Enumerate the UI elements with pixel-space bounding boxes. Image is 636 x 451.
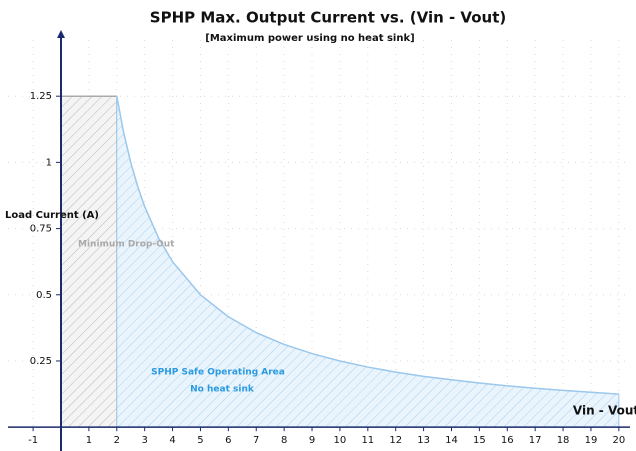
x-tick-label: 10 <box>334 435 347 446</box>
x-tick-label: 7 <box>253 435 259 446</box>
x-tick-label: 9 <box>309 435 315 446</box>
x-tick-label: 15 <box>473 435 486 446</box>
x-tick-label: 12 <box>389 435 402 446</box>
x-tick-label: 14 <box>445 435 458 446</box>
area-edge <box>116 96 619 395</box>
x-tick-label: -1 <box>28 435 38 446</box>
y-axis-arrow <box>56 30 65 38</box>
chart-subtitle: [Maximum power using no heat sink] <box>205 33 414 44</box>
x-tick-label: 20 <box>612 435 625 446</box>
chart-title: SPHP Max. Output Current vs. (Vin - Vout… <box>150 9 506 27</box>
x-tick-label: 4 <box>169 435 175 446</box>
x-tick-label: 2 <box>114 435 120 446</box>
x-tick-label: 5 <box>197 435 203 446</box>
x-tick-label: 8 <box>281 435 287 446</box>
y-axis-label: Load Current (A) <box>5 210 99 221</box>
y-tick-label: 0.5 <box>36 290 52 301</box>
x-tick-label: 13 <box>417 435 430 446</box>
annotation: No heat sink <box>190 385 255 395</box>
x-tick-label: 16 <box>501 435 514 446</box>
x-tick-label: 6 <box>225 435 231 446</box>
plot: -1 1 2 3 4 5 6 7 8 9 10 11 12 13 14 15 16 17 18 19 200.250.5… <box>8 30 630 451</box>
x-axis-label: Vin - Vout <box>573 404 636 418</box>
x-tick-label: 19 <box>585 435 598 446</box>
x-tick-label: 17 <box>529 435 542 446</box>
annotation: SPHP Safe Operating Area <box>151 368 285 378</box>
y-tick-label: 1 <box>46 157 52 168</box>
x-tick-label: 3 <box>141 435 147 446</box>
annotation: Minimum Drop-Out <box>78 240 175 250</box>
y-tick-label: 0.75 <box>30 224 52 235</box>
y-tick-label: 1.25 <box>30 91 52 102</box>
area <box>60 95 118 428</box>
x-tick-label: 11 <box>361 435 374 446</box>
x-tick-label: 1 <box>86 435 92 446</box>
x-tick-label: 18 <box>557 435 570 446</box>
y-tick-label: 0.25 <box>30 356 52 367</box>
